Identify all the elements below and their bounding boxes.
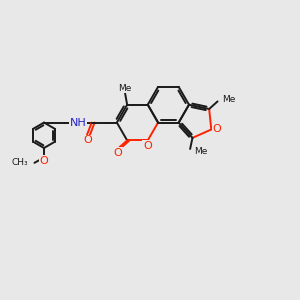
Text: Me: Me <box>222 94 236 103</box>
Text: O: O <box>213 124 222 134</box>
Text: CH₃: CH₃ <box>11 158 28 167</box>
Text: O: O <box>143 141 152 151</box>
Text: NH: NH <box>70 118 86 128</box>
Text: O: O <box>83 136 92 146</box>
Text: O: O <box>40 156 48 166</box>
Text: Me: Me <box>118 84 132 93</box>
Text: Me: Me <box>194 147 208 156</box>
Text: O: O <box>113 148 122 158</box>
